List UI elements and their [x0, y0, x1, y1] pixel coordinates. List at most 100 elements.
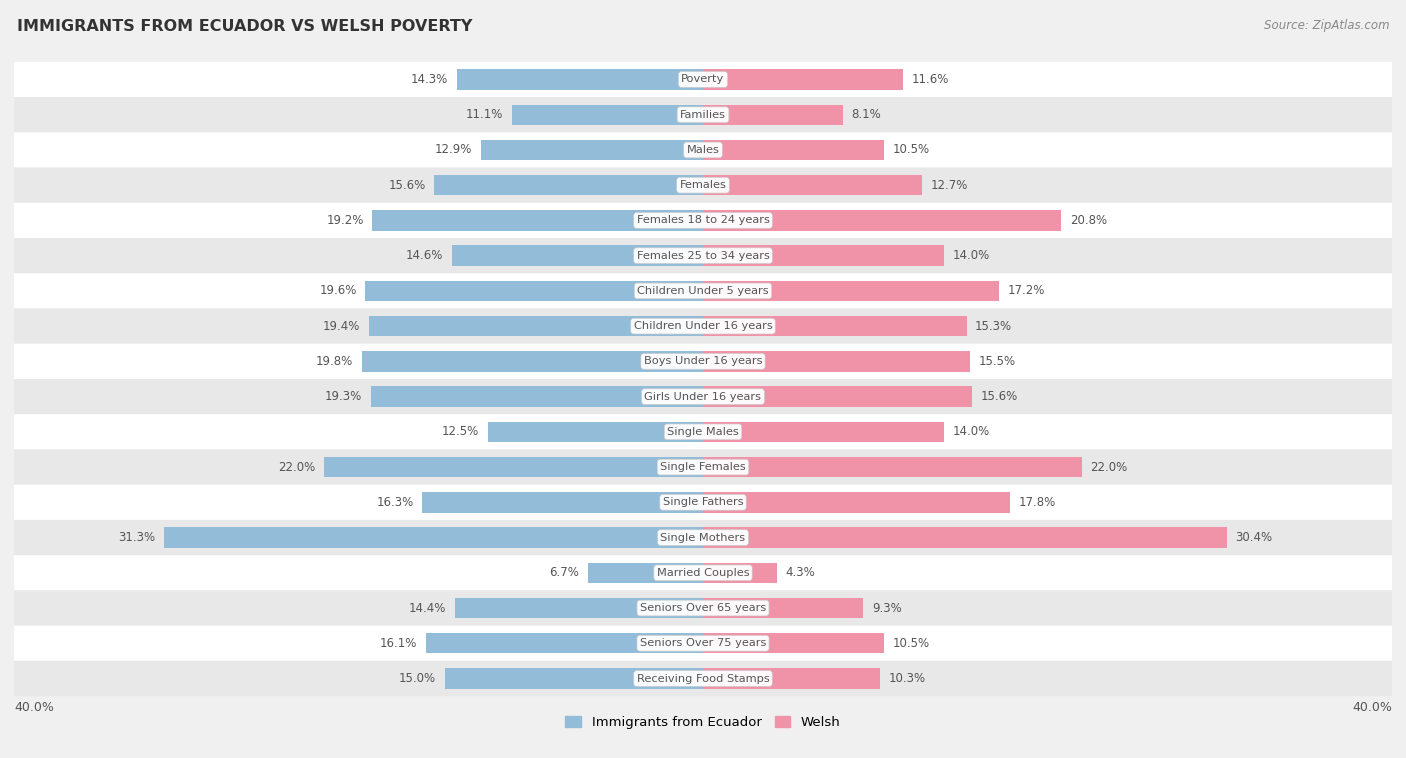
- Text: 6.7%: 6.7%: [550, 566, 579, 579]
- FancyBboxPatch shape: [0, 133, 1406, 168]
- Legend: Immigrants from Ecuador, Welsh: Immigrants from Ecuador, Welsh: [560, 710, 846, 735]
- Text: 20.8%: 20.8%: [1070, 214, 1107, 227]
- Text: 12.5%: 12.5%: [441, 425, 479, 438]
- Text: Poverty: Poverty: [682, 74, 724, 84]
- Text: 11.6%: 11.6%: [911, 73, 949, 86]
- Bar: [373, 210, 703, 230]
- Bar: [703, 105, 842, 125]
- Text: 10.3%: 10.3%: [889, 672, 927, 685]
- Text: Source: ZipAtlas.com: Source: ZipAtlas.com: [1264, 19, 1389, 32]
- FancyBboxPatch shape: [0, 309, 1406, 344]
- Bar: [703, 421, 945, 442]
- Bar: [323, 457, 703, 478]
- Text: IMMIGRANTS FROM ECUADOR VS WELSH POVERTY: IMMIGRANTS FROM ECUADOR VS WELSH POVERTY: [17, 19, 472, 34]
- Bar: [703, 139, 884, 160]
- Text: Females: Females: [679, 180, 727, 190]
- Text: Boys Under 16 years: Boys Under 16 years: [644, 356, 762, 366]
- Text: Females 25 to 34 years: Females 25 to 34 years: [637, 251, 769, 261]
- Bar: [422, 492, 703, 512]
- Bar: [703, 598, 863, 619]
- Text: 16.1%: 16.1%: [380, 637, 418, 650]
- Bar: [434, 175, 703, 196]
- Text: 14.3%: 14.3%: [411, 73, 449, 86]
- Bar: [488, 421, 703, 442]
- Text: 16.3%: 16.3%: [377, 496, 413, 509]
- Text: 22.0%: 22.0%: [278, 461, 315, 474]
- Text: Single Mothers: Single Mothers: [661, 533, 745, 543]
- Text: 40.0%: 40.0%: [14, 701, 53, 715]
- Text: 12.7%: 12.7%: [931, 179, 967, 192]
- Bar: [512, 105, 703, 125]
- Bar: [703, 562, 778, 583]
- FancyBboxPatch shape: [0, 414, 1406, 449]
- Bar: [366, 280, 703, 301]
- Text: 9.3%: 9.3%: [872, 602, 901, 615]
- Bar: [457, 69, 703, 89]
- Text: 19.8%: 19.8%: [316, 355, 353, 368]
- Text: 19.6%: 19.6%: [319, 284, 357, 297]
- FancyBboxPatch shape: [0, 62, 1406, 97]
- FancyBboxPatch shape: [0, 203, 1406, 238]
- FancyBboxPatch shape: [0, 520, 1406, 555]
- Text: 12.9%: 12.9%: [434, 143, 472, 156]
- Bar: [456, 598, 703, 619]
- Text: 17.8%: 17.8%: [1018, 496, 1056, 509]
- Text: 4.3%: 4.3%: [786, 566, 815, 579]
- FancyBboxPatch shape: [0, 484, 1406, 520]
- Bar: [703, 387, 972, 407]
- Bar: [481, 139, 703, 160]
- Text: Children Under 16 years: Children Under 16 years: [634, 321, 772, 331]
- Text: 8.1%: 8.1%: [851, 108, 882, 121]
- Text: 15.3%: 15.3%: [976, 320, 1012, 333]
- Text: 19.2%: 19.2%: [326, 214, 364, 227]
- FancyBboxPatch shape: [0, 168, 1406, 203]
- Bar: [371, 387, 703, 407]
- FancyBboxPatch shape: [0, 625, 1406, 661]
- Text: 15.0%: 15.0%: [399, 672, 436, 685]
- FancyBboxPatch shape: [0, 449, 1406, 484]
- Bar: [703, 633, 884, 653]
- Text: 10.5%: 10.5%: [893, 637, 929, 650]
- FancyBboxPatch shape: [0, 379, 1406, 414]
- Text: 14.0%: 14.0%: [953, 425, 990, 438]
- Bar: [703, 492, 1010, 512]
- Bar: [703, 175, 922, 196]
- Bar: [451, 246, 703, 266]
- Text: Families: Families: [681, 110, 725, 120]
- Text: 40.0%: 40.0%: [1353, 701, 1392, 715]
- Bar: [588, 562, 703, 583]
- Text: 14.6%: 14.6%: [405, 249, 443, 262]
- FancyBboxPatch shape: [0, 590, 1406, 625]
- Text: Single Males: Single Males: [666, 427, 740, 437]
- Text: 22.0%: 22.0%: [1091, 461, 1128, 474]
- Bar: [703, 528, 1226, 548]
- Text: Seniors Over 75 years: Seniors Over 75 years: [640, 638, 766, 648]
- Text: 10.5%: 10.5%: [893, 143, 929, 156]
- Bar: [703, 457, 1083, 478]
- Bar: [703, 669, 880, 689]
- Text: Married Couples: Married Couples: [657, 568, 749, 578]
- Text: Girls Under 16 years: Girls Under 16 years: [644, 392, 762, 402]
- Text: Single Fathers: Single Fathers: [662, 497, 744, 507]
- Text: 15.6%: 15.6%: [980, 390, 1018, 403]
- Text: 11.1%: 11.1%: [465, 108, 503, 121]
- Text: 15.6%: 15.6%: [388, 179, 426, 192]
- Text: Males: Males: [686, 145, 720, 155]
- Text: Seniors Over 65 years: Seniors Over 65 years: [640, 603, 766, 613]
- Text: 14.4%: 14.4%: [409, 602, 446, 615]
- Text: 30.4%: 30.4%: [1236, 531, 1272, 544]
- Text: Children Under 5 years: Children Under 5 years: [637, 286, 769, 296]
- Bar: [703, 210, 1062, 230]
- FancyBboxPatch shape: [0, 661, 1406, 696]
- Bar: [426, 633, 703, 653]
- Bar: [165, 528, 703, 548]
- FancyBboxPatch shape: [0, 555, 1406, 590]
- Text: 31.3%: 31.3%: [118, 531, 155, 544]
- FancyBboxPatch shape: [0, 97, 1406, 133]
- FancyBboxPatch shape: [0, 274, 1406, 309]
- Bar: [361, 351, 703, 371]
- FancyBboxPatch shape: [0, 344, 1406, 379]
- Bar: [703, 246, 945, 266]
- Text: 19.4%: 19.4%: [323, 320, 360, 333]
- Text: Single Females: Single Females: [661, 462, 745, 472]
